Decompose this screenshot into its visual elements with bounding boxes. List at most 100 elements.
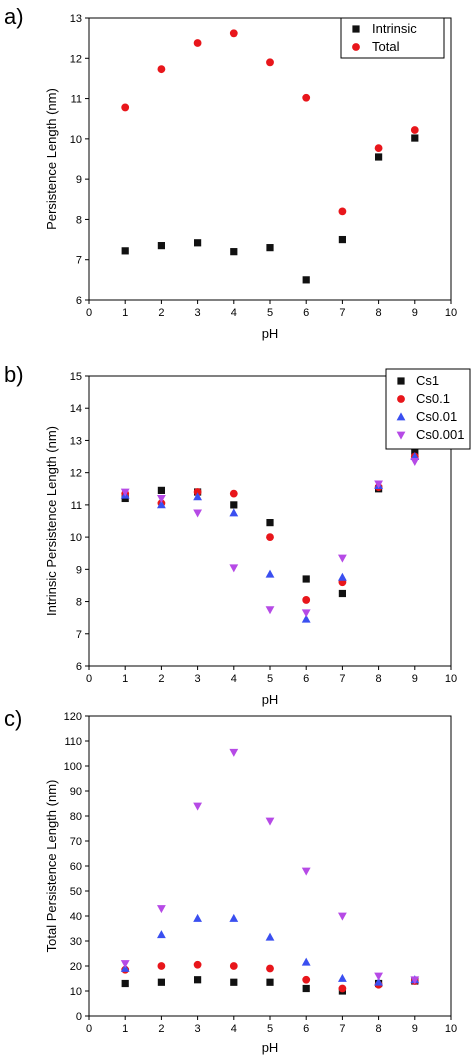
panel-a-point-intrinsic bbox=[411, 134, 419, 142]
panel-b-legend-label-cs0-001: Cs0.001 bbox=[416, 427, 464, 442]
panel-b-y-tick-label: 13 bbox=[70, 435, 82, 447]
panel-c-x-tick-label: 0 bbox=[86, 1023, 92, 1035]
panel-b-point-cs1 bbox=[338, 589, 346, 598]
panel-b-point-cs1 bbox=[230, 501, 238, 509]
panel-a-point-total bbox=[157, 65, 166, 74]
panel-c-y-tick-label: 60 bbox=[70, 861, 82, 873]
panel-b-x-tick-label: 1 bbox=[122, 673, 128, 685]
panel-a-legend-label-total: Total bbox=[372, 39, 400, 54]
panel-c-y-tick-label: 40 bbox=[70, 911, 82, 923]
panel-b-legend-marker-cs0-001 bbox=[396, 431, 406, 440]
panel-a-letter: a) bbox=[4, 4, 24, 29]
panel-b-point-cs0-1 bbox=[266, 533, 274, 542]
panel-b-legend-marker-cs0-01 bbox=[396, 412, 406, 421]
panel-c-x-tick-label: 2 bbox=[158, 1023, 164, 1035]
panel-b-y-tick-label: 15 bbox=[70, 371, 82, 383]
panel-b-point-cs0-001 bbox=[374, 480, 383, 489]
panel-c-point-cs1 bbox=[302, 984, 310, 993]
panel-c-point-cs0-001 bbox=[265, 817, 275, 826]
panel-c-x-tick-label: 9 bbox=[412, 1023, 418, 1035]
panel-a-y-tick-label: 6 bbox=[76, 295, 82, 307]
panel-a-legend-box bbox=[340, 17, 445, 59]
panel-b-x-tick-label: 3 bbox=[195, 673, 201, 685]
panel-c-y-axis-label: Total Persistence Length (nm) bbox=[44, 780, 59, 953]
panel-b-x-tick-label: 6 bbox=[303, 673, 309, 685]
panel-a-legend-marker-total bbox=[352, 43, 360, 51]
panel-c-x-tick-label: 10 bbox=[445, 1023, 457, 1035]
panel-b-point-cs1 bbox=[302, 575, 310, 583]
panel-c-letter: c) bbox=[4, 706, 22, 731]
panel-b-point-cs1 bbox=[157, 486, 165, 494]
panel-b-point-cs0-01 bbox=[338, 572, 347, 581]
panel-a-point-intrinsic bbox=[338, 235, 346, 244]
panel-c-point-cs1 bbox=[266, 978, 274, 986]
panel-b-point-cs0-001 bbox=[229, 564, 239, 573]
panel-a-y-tick-label: 11 bbox=[71, 94, 82, 106]
panel-b-legend-marker-cs0-1 bbox=[397, 395, 405, 403]
panel-a-point-intrinsic bbox=[121, 247, 129, 255]
panel-c-point-cs0-1 bbox=[157, 962, 166, 970]
panel-c-point-cs1 bbox=[121, 979, 129, 988]
panel-c-y-tick-label: 90 bbox=[70, 786, 82, 798]
panel-a-y-tick-label: 9 bbox=[76, 174, 82, 186]
panel-c-point-cs0-1 bbox=[229, 962, 238, 970]
panel-a-x-tick-label: 9 bbox=[412, 307, 418, 319]
panel-c-x-tick-label: 1 bbox=[122, 1023, 128, 1035]
panel-a-x-tick-label: 0 bbox=[86, 307, 92, 319]
panel-b-data-points bbox=[120, 448, 420, 623]
panel-a-y-tick-label: 7 bbox=[76, 255, 82, 267]
panel-c-point-cs1 bbox=[157, 978, 165, 986]
panel-b-y-tick-label: 10 bbox=[70, 532, 82, 544]
panel-a-point-total bbox=[121, 103, 130, 112]
panel-c-point-cs0-01 bbox=[265, 932, 275, 941]
panel-c-x-tick-label: 5 bbox=[267, 1023, 273, 1035]
panel-c-x-tick-label: 3 bbox=[195, 1023, 201, 1035]
panel-c-point-cs1 bbox=[194, 976, 202, 984]
panel-c-point-cs1 bbox=[230, 978, 238, 986]
panel-c-x-axis-label: pH bbox=[262, 1040, 279, 1055]
panel-a-x-tick-label: 6 bbox=[303, 307, 309, 319]
panel-c-point-cs0-01 bbox=[193, 913, 202, 922]
panel-a-y-tick-label: 8 bbox=[76, 214, 82, 226]
panel-b-point-cs0-001 bbox=[301, 609, 311, 618]
panel-a-y-tick-label: 13 bbox=[70, 13, 82, 25]
panel-c-y-tick-label: 100 bbox=[64, 761, 82, 773]
panel-b-y-tick-label: 9 bbox=[76, 564, 82, 576]
panel-c-point-cs0-1 bbox=[302, 975, 311, 984]
panel-b-point-cs0-01 bbox=[229, 508, 239, 517]
panel-b-point-cs0-01 bbox=[301, 614, 311, 623]
panel-b-x-tick-label: 0 bbox=[86, 673, 92, 685]
panel-a-point-intrinsic bbox=[266, 244, 274, 252]
panel-b-point-cs0-01 bbox=[410, 451, 420, 460]
panel-b-x-tick-label: 8 bbox=[376, 673, 382, 685]
panel-c-y-tick-label: 110 bbox=[64, 736, 82, 748]
panel-b-point-cs0-001 bbox=[120, 488, 130, 497]
panel-a-point-intrinsic bbox=[194, 239, 202, 247]
panel-b-point-cs0-1 bbox=[229, 489, 238, 498]
panel-b-letter: b) bbox=[4, 362, 24, 387]
panel-a-x-tick-label: 3 bbox=[195, 307, 201, 319]
panel-a-point-total bbox=[338, 207, 347, 216]
panel-a-point-total bbox=[266, 58, 274, 67]
panel-b-point-cs0-001 bbox=[265, 606, 275, 615]
panel-b-point-cs0-01 bbox=[193, 492, 202, 501]
panel-c-point-cs0-01 bbox=[374, 977, 383, 986]
panel-a-x-tick-label: 7 bbox=[339, 307, 345, 319]
panel-c-point-cs0-1 bbox=[266, 964, 274, 973]
panel-a-legend: Intrinsic Total bbox=[340, 17, 445, 59]
panel-c-point-cs0-001 bbox=[157, 905, 166, 914]
panel-b-y-tick-label: 7 bbox=[76, 629, 82, 641]
panel-a-legend-label-intrinsic: Intrinsic bbox=[372, 21, 417, 36]
panel-b-point-cs0-001 bbox=[193, 509, 202, 518]
panel-b-x-tick-label: 10 bbox=[445, 673, 457, 685]
panel-b-y-tick-label: 11 bbox=[71, 500, 82, 512]
panel-c-point-cs0-001 bbox=[229, 748, 239, 757]
panel-b-point-cs0-001 bbox=[338, 554, 347, 563]
panel-b-y-axis-label: Intrinsic Persistence Length (nm) bbox=[44, 426, 59, 616]
panel-a-point-total bbox=[193, 39, 202, 47]
panel-a-data-points bbox=[121, 29, 419, 284]
